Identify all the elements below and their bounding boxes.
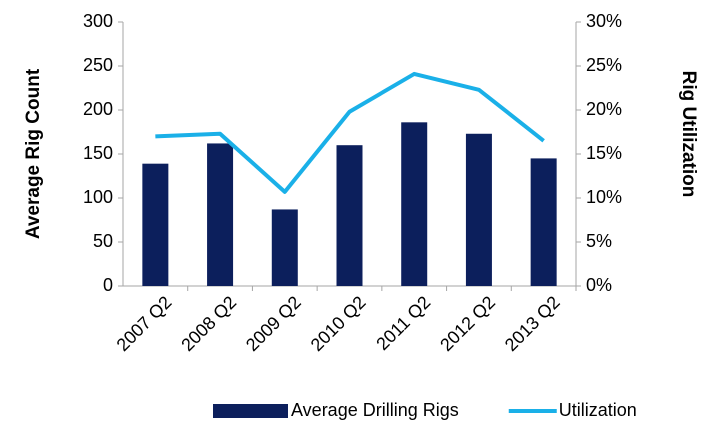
x-tick-label: 2011 Q2 — [372, 292, 434, 354]
bar — [142, 163, 169, 286]
y2-tick-label: 30% — [586, 11, 622, 31]
bar — [530, 158, 557, 286]
y-axis-label: Average Rig Count — [23, 68, 44, 239]
bar — [271, 209, 298, 286]
x-tick-label: 2007 Q2 — [113, 292, 176, 355]
bar — [401, 122, 428, 286]
y2-tick-label: 20% — [586, 99, 622, 119]
y-tick-label: 0 — [103, 275, 113, 295]
y2-tick-label: 15% — [586, 143, 622, 163]
y-tick-label: 50 — [93, 231, 113, 251]
y-tick-label: 200 — [83, 99, 113, 119]
y2-tick-label: 5% — [586, 231, 612, 251]
bar — [465, 133, 492, 286]
x-tick-label: 2013 Q2 — [501, 292, 564, 355]
x-tick-label: 2010 Q2 — [307, 292, 370, 355]
y2-tick-label: 10% — [586, 187, 622, 207]
legend-swatch — [213, 404, 288, 418]
y2-tick-label: 25% — [586, 55, 622, 75]
x-tick-label: 2012 Q2 — [436, 292, 499, 355]
legend-label: Utilization — [559, 400, 637, 420]
y-tick-label: 150 — [83, 143, 113, 163]
y-tick-label: 100 — [83, 187, 113, 207]
bar — [207, 143, 234, 286]
line — [155, 71, 545, 194]
bar — [336, 145, 363, 286]
y2-tick-label: 0% — [586, 275, 612, 295]
legend-label: Average Drilling Rigs — [291, 400, 459, 420]
x-tick-label: 2008 Q2 — [177, 292, 240, 355]
y-tick-label: 300 — [83, 11, 113, 31]
y2-axis-label: Rig Utilization — [678, 71, 699, 198]
y-tick-label: 250 — [83, 55, 113, 75]
x-tick-label: 2009 Q2 — [242, 292, 305, 355]
